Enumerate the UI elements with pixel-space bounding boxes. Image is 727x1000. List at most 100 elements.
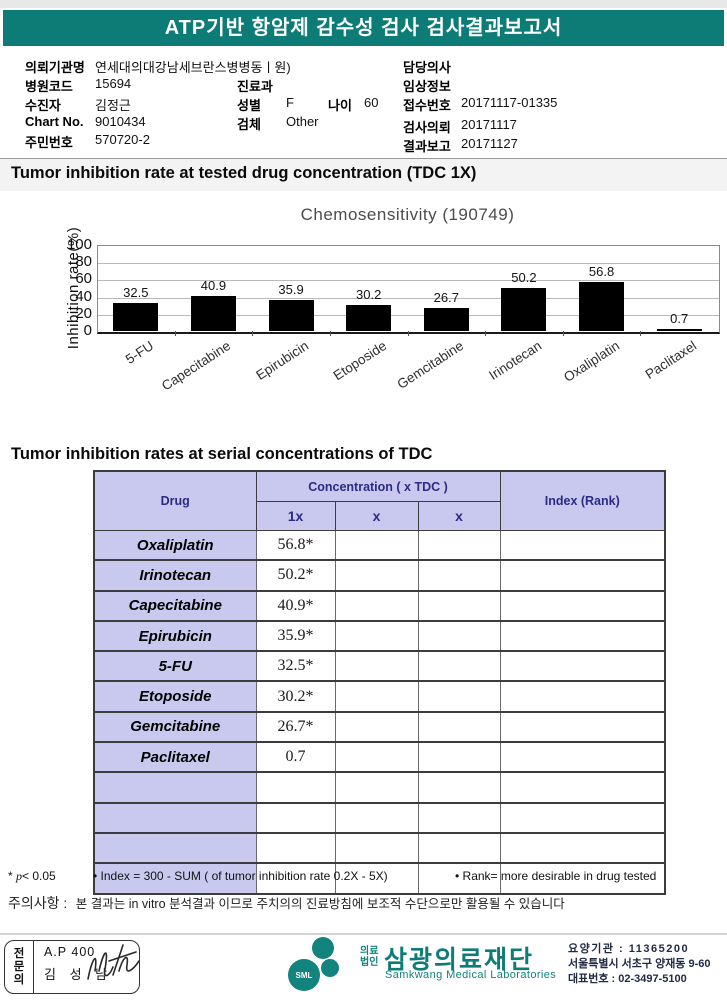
concentration-cell bbox=[418, 742, 501, 774]
footer-institution-no: 요양기관 : 11365200 bbox=[568, 943, 690, 955]
caution-line: 주의사항 : 본 결과는 in vitro 분석결과 이므로 주치의의 진료방침… bbox=[8, 893, 565, 913]
y-tick-label: 100 bbox=[66, 236, 92, 253]
sml-logo-text: SML bbox=[296, 971, 313, 980]
concentration-cell bbox=[335, 863, 419, 895]
drug-cell: Gemcitabine bbox=[94, 711, 257, 744]
bar-value-label: 32.5 bbox=[123, 285, 149, 301]
report-title-bar: ATP기반 항암제 감수성 검사 검사결과보고서 bbox=[3, 10, 724, 46]
drug-cell: Capecitabine bbox=[94, 590, 257, 622]
sml-logo-icon: SML bbox=[288, 937, 339, 991]
sig-rest: < 0.05 bbox=[22, 869, 56, 883]
caution-text: 본 결과는 in vitro 분석결과 이므로 주치의의 진료방침에 보조적 수… bbox=[75, 897, 565, 911]
table-row: Etoposide 30.2* bbox=[94, 681, 666, 713]
chart-gridline bbox=[98, 263, 719, 265]
bar-value-label: 50.2 bbox=[511, 269, 537, 285]
report-date-value: 20171127 bbox=[461, 136, 518, 151]
table-row: Capecitabine 40.9* bbox=[94, 590, 666, 622]
hospital-code-label: 병원코드 bbox=[25, 79, 73, 94]
bar-value-label: 30.2 bbox=[356, 287, 382, 303]
drug-cell: Epirubicin bbox=[94, 620, 257, 653]
drug-cell: Irinotecan bbox=[94, 560, 257, 592]
specimen-value: Other bbox=[286, 114, 319, 129]
stamp-role-char: 의 bbox=[13, 973, 25, 986]
dept-label: 진료과 bbox=[237, 79, 273, 94]
y-tick-label: 0 bbox=[83, 322, 92, 339]
patient-name-value: 김정근 bbox=[95, 98, 131, 113]
chart-bar bbox=[423, 308, 469, 331]
chart-no-value: 9010434 bbox=[95, 114, 146, 129]
concentration-cell bbox=[418, 802, 501, 834]
col-header-x1: x bbox=[334, 501, 419, 531]
concentration-cell bbox=[256, 832, 336, 865]
chart-title: Chemosensitivity (190749) bbox=[300, 205, 515, 224]
request-date-label: 검사의뢰 bbox=[403, 120, 451, 135]
table-row: Paclitaxel 0.7 bbox=[94, 742, 666, 774]
y-tick-label: 80 bbox=[75, 253, 92, 271]
chart-bar bbox=[190, 295, 236, 331]
y-tick-label: 60 bbox=[75, 270, 92, 288]
concentration-cell bbox=[335, 651, 419, 683]
hospital-code-value: 15694 bbox=[95, 76, 132, 91]
org-prefix-line1: 의료 bbox=[360, 946, 379, 957]
chart-bar bbox=[579, 282, 625, 331]
concentration-cell bbox=[335, 681, 419, 713]
bar-value-label: 56.8 bbox=[588, 264, 615, 280]
request-date-value: 20171117 bbox=[461, 117, 517, 132]
concentration-cell bbox=[335, 832, 419, 865]
chart-gridline bbox=[98, 314, 719, 316]
bar-value-label: 40.9 bbox=[200, 277, 227, 293]
col-header-concentration: Concentration ( x TDC ) bbox=[255, 470, 501, 502]
resident-id-value: 570720-2 bbox=[95, 132, 150, 147]
table-row: Gemcitabine 26.7* bbox=[94, 711, 666, 744]
sex-value: F bbox=[286, 95, 294, 110]
bar-value-label: 26.7 bbox=[433, 290, 459, 306]
footer-address: 서울특별시 서초구 양재동 9-60 bbox=[568, 958, 711, 970]
concentration-cell bbox=[418, 681, 501, 713]
age-label: 나이 bbox=[328, 98, 352, 113]
stamp-main: A.P 400 김 성 남 bbox=[34, 941, 140, 993]
clinical-info-label: 임상정보 bbox=[403, 79, 451, 94]
org-value: 연세대의대강남세브란스병병동ㅣ원) bbox=[95, 60, 291, 75]
concentration-cell: 50.2* bbox=[256, 560, 336, 592]
concentration-cell: 56.8* bbox=[256, 530, 336, 562]
index-cell bbox=[500, 530, 666, 562]
x-axis-tick bbox=[252, 331, 254, 336]
drug-cell: 5-FU bbox=[94, 651, 257, 683]
col-header-drug: Drug bbox=[93, 470, 257, 531]
x-axis-tick bbox=[562, 331, 564, 336]
doctor-label: 담당의사 bbox=[403, 60, 451, 75]
x-axis-tick bbox=[485, 331, 487, 336]
sig-p: p bbox=[16, 869, 23, 883]
concentration-cell bbox=[418, 590, 501, 622]
concentration-cell bbox=[335, 620, 419, 653]
index-cell bbox=[500, 681, 666, 713]
concentration-cell bbox=[256, 863, 336, 895]
concentration-cell bbox=[418, 711, 501, 744]
index-cell bbox=[500, 590, 666, 622]
org-name-english: Samkwang Medical Laboratories bbox=[385, 969, 557, 981]
drug-cell: Etoposide bbox=[94, 681, 257, 713]
table-row: Oxaliplatin 56.8* bbox=[94, 530, 666, 562]
index-cell bbox=[500, 863, 666, 895]
concentration-cell bbox=[335, 530, 419, 562]
table-row bbox=[94, 772, 666, 804]
chart-no-label: Chart No. bbox=[25, 114, 84, 129]
concentration-cell: 40.9* bbox=[256, 590, 336, 622]
footer-phone: 대표번호 : 02-3497-5100 bbox=[568, 973, 687, 985]
y-tick-label: 20 bbox=[75, 304, 92, 322]
concentration-cell: 32.5* bbox=[256, 651, 336, 683]
chart-bar bbox=[656, 329, 702, 331]
signature bbox=[87, 944, 140, 980]
x-axis-tick bbox=[407, 331, 409, 336]
section2-title: Tumor inhibition rates at serial concent… bbox=[11, 445, 433, 463]
caution-label: 주의사항 : bbox=[8, 895, 68, 911]
table-row: Epirubicin 35.9* bbox=[94, 620, 666, 653]
concentration-cell bbox=[335, 560, 419, 592]
x-axis-tick bbox=[174, 331, 176, 336]
concentration-cell bbox=[335, 590, 419, 622]
receipt-no-value: 20171117-01335 bbox=[461, 95, 558, 110]
drug-cell bbox=[94, 802, 257, 834]
table-row: 5-FU 32.5* bbox=[94, 651, 666, 683]
chart-bar bbox=[268, 300, 314, 331]
